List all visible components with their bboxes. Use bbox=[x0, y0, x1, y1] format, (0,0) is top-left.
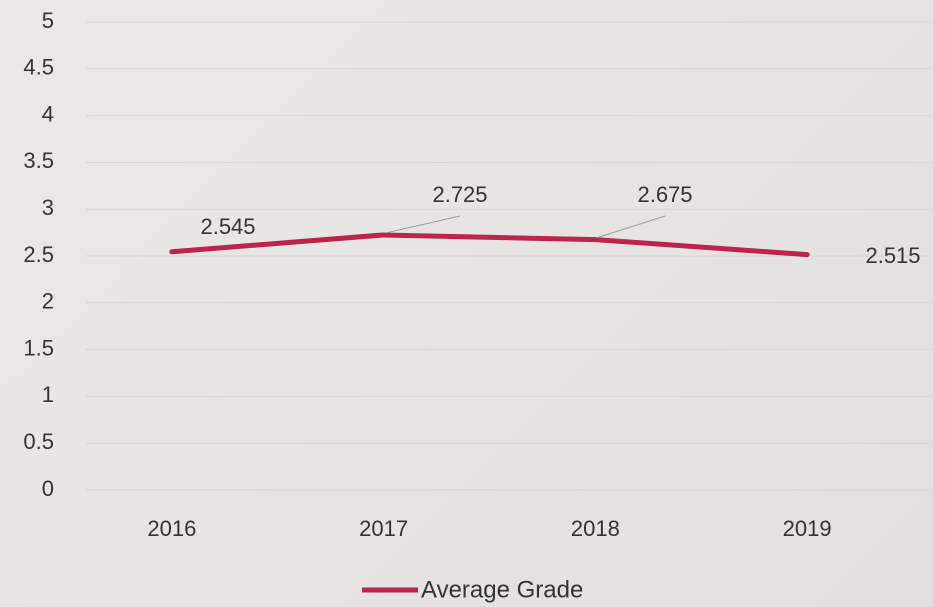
y-tick-label: 0 bbox=[42, 476, 54, 501]
data-label: 2.675 bbox=[637, 182, 692, 207]
y-tick-label: 4.5 bbox=[23, 55, 54, 80]
leader-line bbox=[385, 215, 461, 234]
data-line bbox=[169, 232, 810, 258]
x-tick-label: 2017 bbox=[359, 516, 408, 541]
x-tick-label: 2016 bbox=[147, 516, 196, 541]
data-label: 2.515 bbox=[865, 243, 920, 268]
y-tick-label: 2 bbox=[42, 289, 54, 314]
x-tick-label: 2019 bbox=[783, 516, 832, 541]
legend-label: Average Grade bbox=[421, 576, 583, 603]
y-tick-label: 2.5 bbox=[23, 242, 54, 267]
x-tick-label: 2018 bbox=[571, 516, 620, 541]
y-tick-label: 3 bbox=[42, 195, 54, 220]
y-tick-label: 1.5 bbox=[23, 335, 54, 360]
y-tick-label: 1 bbox=[42, 382, 54, 407]
data-label: 2.725 bbox=[432, 182, 487, 207]
y-tick-label: 0.5 bbox=[23, 429, 54, 454]
y-tick-label: 4 bbox=[42, 101, 54, 126]
data-label: 2.545 bbox=[200, 214, 255, 239]
leader-line bbox=[597, 215, 666, 239]
y-tick-label: 5 bbox=[42, 8, 54, 33]
y-tick-label: 3.5 bbox=[23, 148, 54, 173]
